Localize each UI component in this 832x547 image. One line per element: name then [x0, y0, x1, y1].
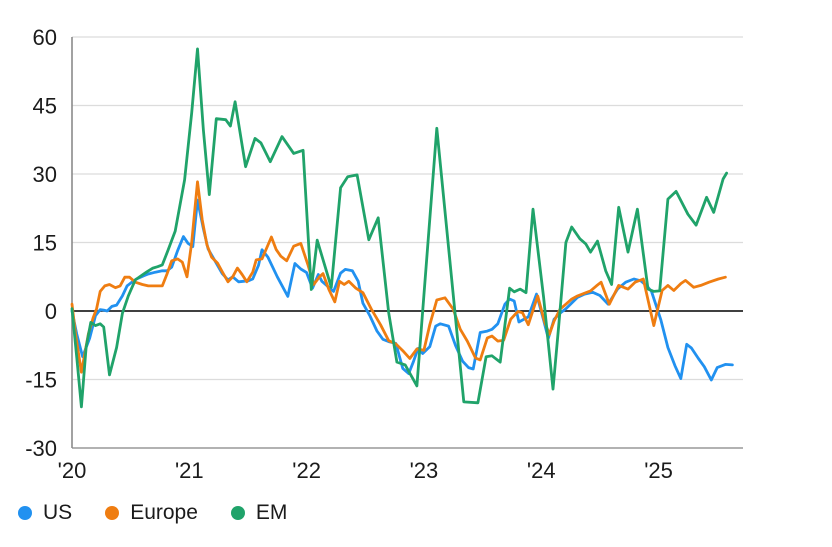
legend-item-europe: Europe	[105, 501, 198, 525]
axis-labels: 60 45 30 15 0 -15 -30'20 '21 '22 '23 '24 '25	[25, 25, 673, 483]
x-axis-tick-label: '21	[175, 458, 204, 483]
x-axis-tick-label: '24	[527, 458, 556, 483]
legend-item-us: US	[18, 501, 72, 525]
europe-line	[70, 180, 727, 374]
y-axis-tick-label: -30	[25, 436, 57, 461]
em-line	[70, 47, 728, 409]
y-axis-tick-label: 45	[33, 94, 57, 119]
y-axis-tick-label: 60	[33, 25, 57, 50]
legend: US Europe EM	[18, 501, 287, 525]
legend-label-europe: Europe	[130, 501, 198, 524]
axes	[71, 37, 743, 449]
x-axis-tick-label: '23	[410, 458, 439, 483]
x-axis-tick-label: '22	[292, 458, 321, 483]
legend-item-em: EM	[230, 501, 288, 525]
y-axis-tick-label: 15	[33, 231, 57, 256]
europe-series-swatch-icon	[105, 506, 120, 520]
y-axis-tick-label: 30	[33, 162, 57, 187]
legend-label-em: EM	[255, 501, 288, 524]
y-axis-tick-label: 0	[45, 299, 57, 324]
y-axis-tick-label: -15	[25, 368, 57, 393]
x-axis-tick-label: '20	[58, 458, 87, 483]
x-axis-tick-label: '25	[644, 458, 673, 483]
us-series-swatch-icon	[18, 506, 32, 520]
em-series-swatch-icon	[230, 506, 245, 520]
legend-label-us: US	[43, 501, 73, 524]
series-lines	[70, 47, 734, 409]
